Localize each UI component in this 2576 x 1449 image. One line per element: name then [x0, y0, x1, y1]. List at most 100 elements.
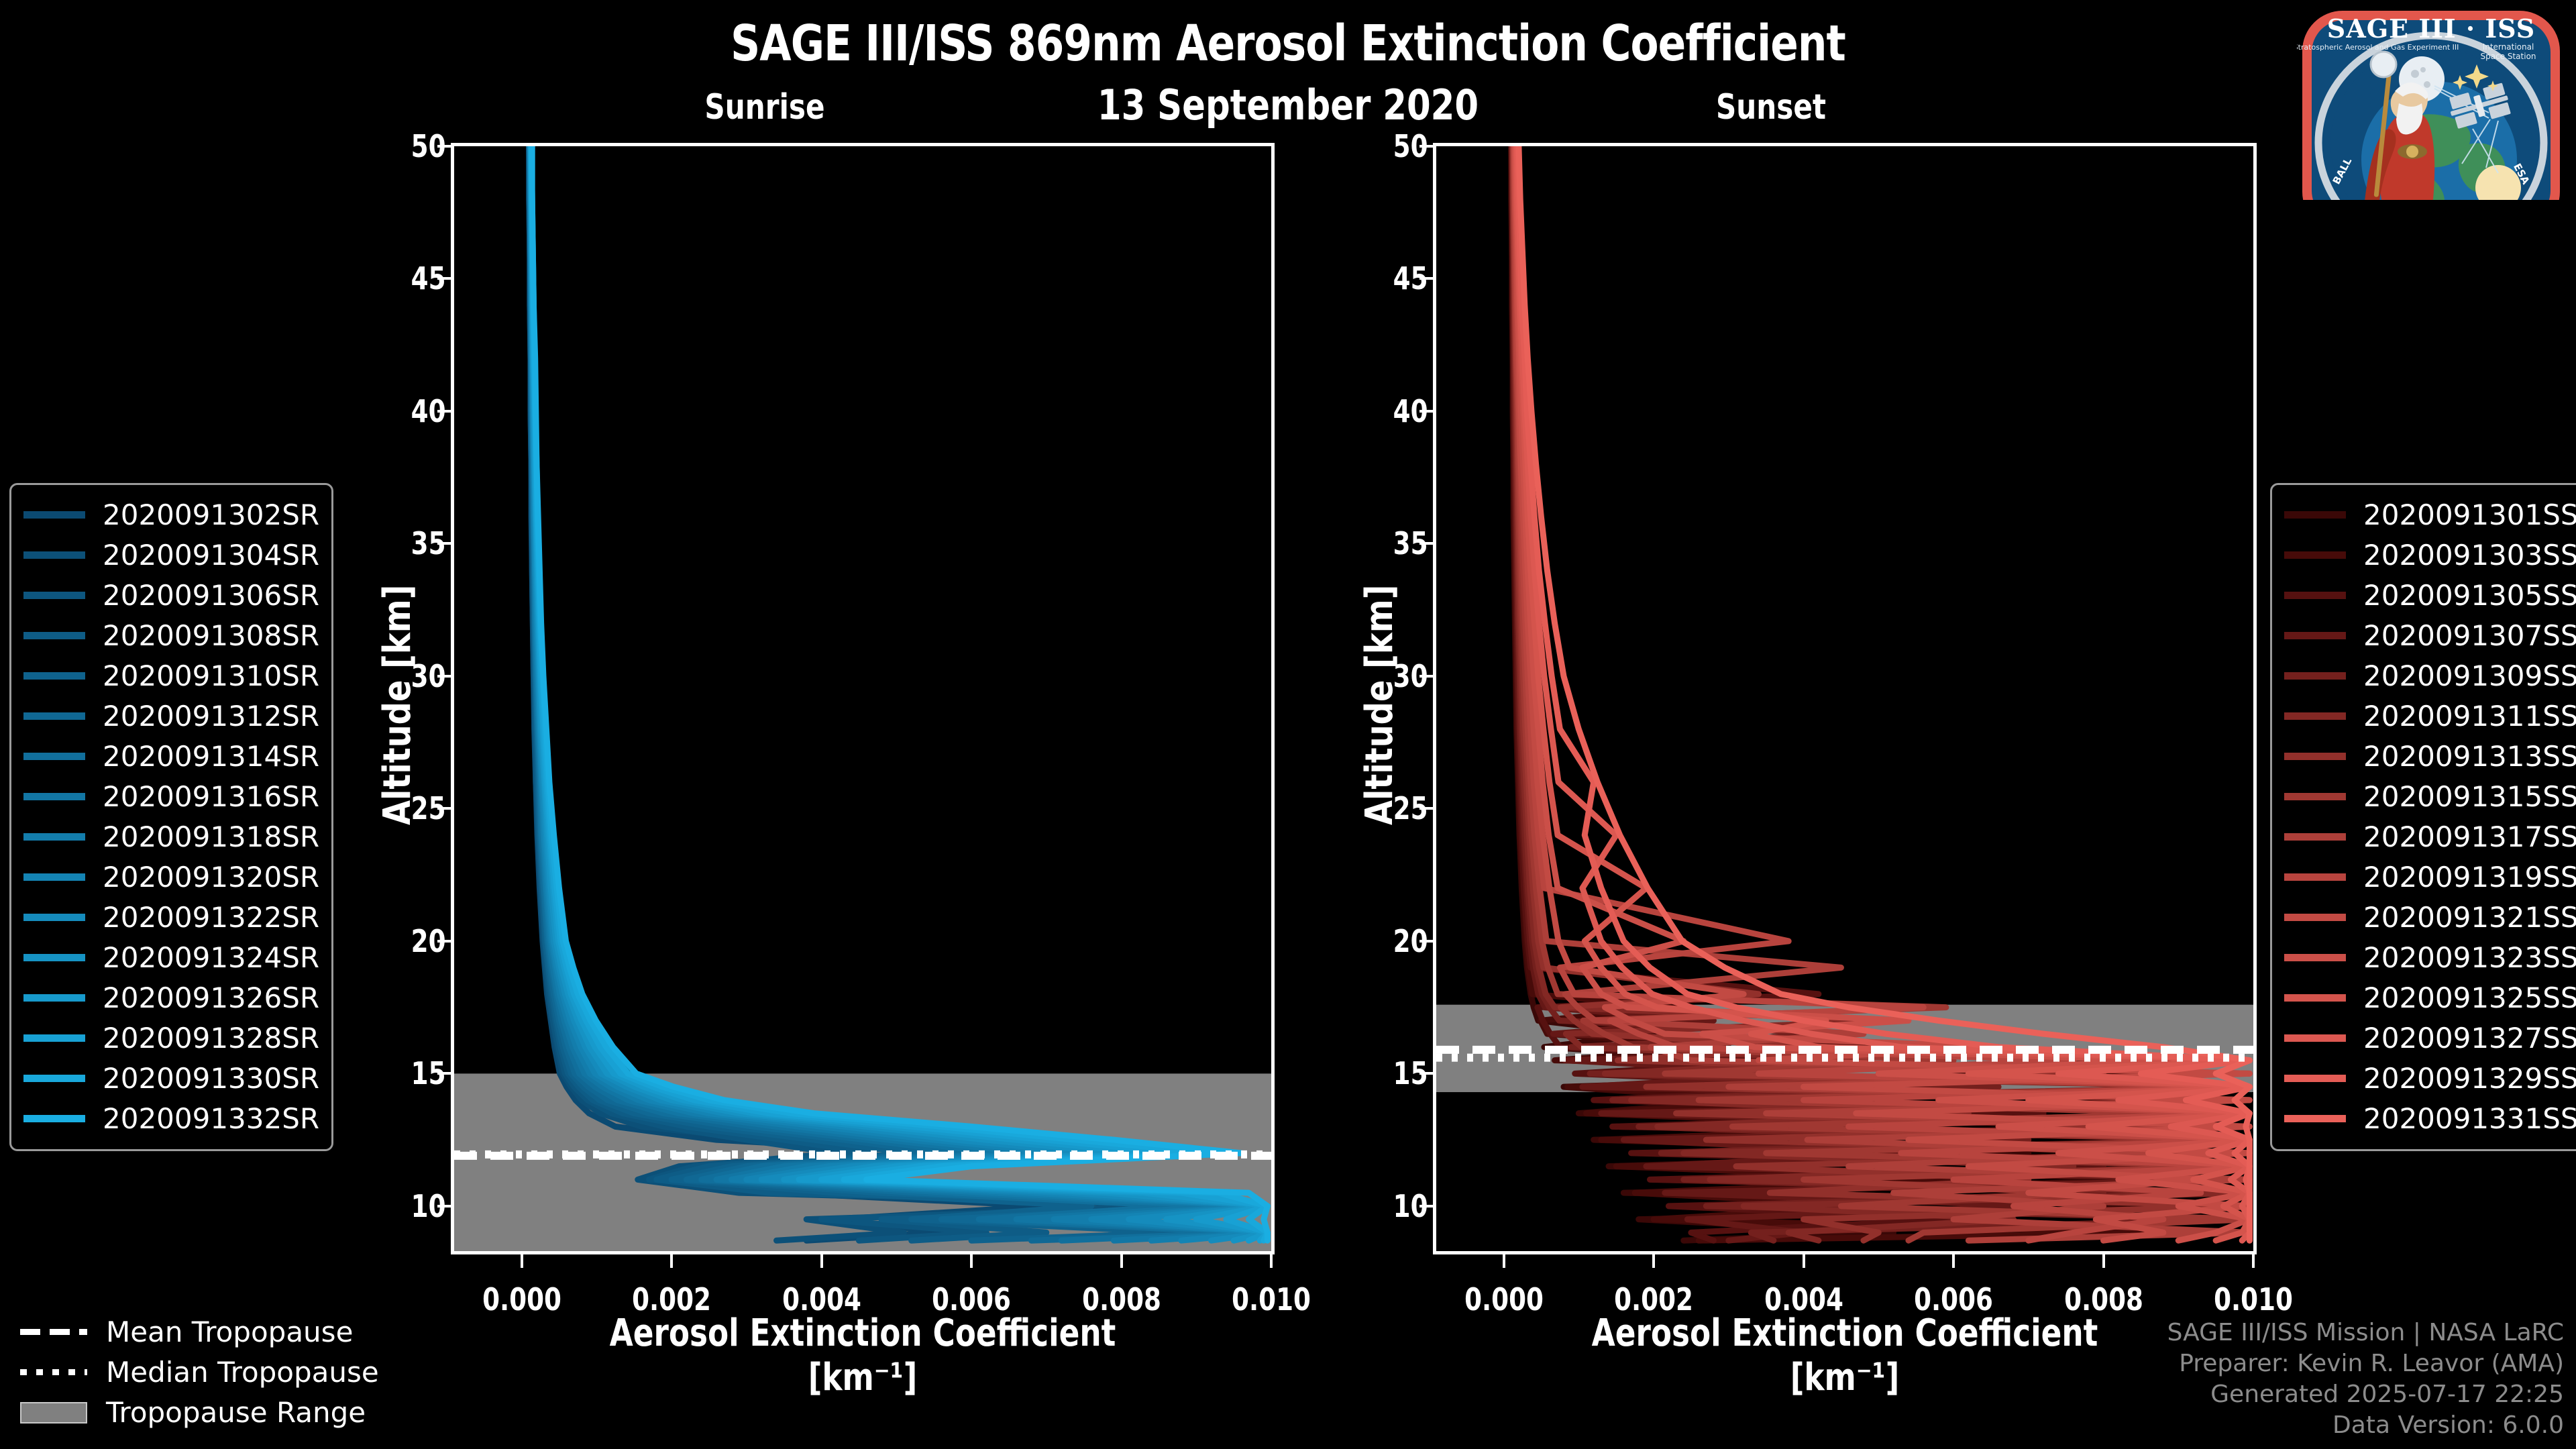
sunset-plot-area: [1433, 143, 2257, 1254]
y-axis-tick-mark: [1419, 1204, 1433, 1208]
legend-item[interactable]: 2020091302SR: [23, 494, 319, 535]
legend-color-swatch: [2284, 672, 2346, 680]
legend-item-label: 2020091321SS: [2363, 900, 2576, 934]
legend-item-label: 2020091312SR: [103, 699, 320, 733]
legend-item-tropopause-range: Tropopause Range: [20, 1392, 379, 1432]
legend-item-label: 2020091329SS: [2363, 1061, 2576, 1095]
legend-item[interactable]: 2020091309SS: [2284, 655, 2576, 696]
legend-item[interactable]: 2020091311SS: [2284, 696, 2576, 736]
legend-color-swatch: [23, 591, 85, 599]
legend-color-swatch: [2284, 551, 2346, 559]
legend-item[interactable]: 2020091306SR: [23, 575, 319, 615]
legend-color-swatch: [23, 752, 85, 760]
y-axis-tick-label: 10: [1393, 1187, 1428, 1224]
legend-color-swatch: [2284, 752, 2346, 760]
logo-subtitle-right-line2: Space Station: [2480, 52, 2536, 61]
legend-item-label: 2020091319SS: [2363, 860, 2576, 894]
legend-color-swatch: [2284, 1074, 2346, 1082]
sunrise-profile-lines: [454, 146, 1271, 1251]
legend-item[interactable]: 2020091329SS: [2284, 1058, 2576, 1098]
legend-item[interactable]: 2020091327SS: [2284, 1018, 2576, 1058]
legend-item[interactable]: 2020091328SR: [23, 1018, 319, 1058]
legend-item[interactable]: 2020091307SS: [2284, 615, 2576, 655]
legend-item-label: 2020091330SR: [103, 1061, 320, 1095]
legend-item[interactable]: 2020091305SS: [2284, 575, 2576, 615]
sunrise-x-axis-label: Aerosol Extinction Coefficient [km⁻¹]: [492, 1311, 1233, 1400]
legend-item-label: 2020091314SR: [103, 739, 320, 773]
legend-item-label: 2020091304SR: [103, 538, 320, 572]
legend-item-label: 2020091320SR: [103, 860, 320, 894]
legend-item[interactable]: 2020091320SR: [23, 857, 319, 897]
legend-item[interactable]: 2020091313SS: [2284, 736, 2576, 776]
y-axis-tick-mark: [437, 145, 451, 148]
legend-item-label: 2020091322SR: [103, 900, 320, 934]
legend-item-label: 2020091332SR: [103, 1102, 320, 1135]
y-axis-tick-mark: [437, 674, 451, 678]
legend-color-swatch: [23, 1074, 85, 1082]
legend-color-swatch: [23, 712, 85, 720]
legend-item-label: 2020091306SR: [103, 578, 320, 612]
x-axis-tick-label: 0.002: [632, 1281, 711, 1318]
legend-item[interactable]: 2020091303SS: [2284, 535, 2576, 575]
legend-item[interactable]: 2020091331SS: [2284, 1098, 2576, 1138]
legend-color-swatch: [2284, 712, 2346, 720]
legend-color-swatch: [23, 672, 85, 680]
legend-item[interactable]: 2020091318SR: [23, 816, 319, 857]
legend-item[interactable]: 2020091310SR: [23, 655, 319, 696]
sunset-x-axis-label: Aerosol Extinction Coefficient [km⁻¹]: [1474, 1311, 2215, 1400]
legend-item[interactable]: 2020091315SS: [2284, 776, 2576, 816]
legend-item-label: 2020091331SS: [2363, 1102, 2576, 1135]
y-axis-tick-label: 45: [1393, 260, 1428, 297]
x-axis-tick-mark: [1270, 1254, 1273, 1268]
y-axis-tick-label: 15: [1393, 1055, 1428, 1092]
legend-item[interactable]: 2020091314SR: [23, 736, 319, 776]
legend-item[interactable]: 2020091324SR: [23, 937, 319, 977]
mean-tropopause-label: Mean Tropopause: [106, 1315, 354, 1348]
sunrise-series-legend[interactable]: 2020091302SR 2020091304SR 2020091306SR 2020…: [9, 483, 334, 1151]
legend-item-label: 2020091317SS: [2363, 820, 2576, 853]
y-axis-tick-mark: [1419, 145, 1433, 148]
legend-color-swatch: [2284, 511, 2346, 519]
y-axis-tick-label: 45: [411, 260, 446, 297]
legend-item[interactable]: 2020091316SR: [23, 776, 319, 816]
legend-item[interactable]: 2020091322SR: [23, 897, 319, 937]
sunset-series-legend[interactable]: 2020091301SS 2020091303SS 2020091305SS 2020…: [2270, 483, 2576, 1151]
x-axis-tick-label: 0.002: [1614, 1281, 1693, 1318]
x-axis-tick-label: 0.004: [1764, 1281, 1843, 1318]
legend-item-label: 2020091323SS: [2363, 941, 2576, 974]
x-axis-tick-label: 0.004: [782, 1281, 861, 1318]
x-axis-tick-label: 0.008: [1081, 1281, 1161, 1318]
legend-item[interactable]: 2020091321SS: [2284, 897, 2576, 937]
sunrise-y-axis-label: Altitude [km]: [376, 584, 419, 825]
legend-item-median-tropopause: Median Tropopause: [20, 1352, 379, 1392]
x-axis-tick-mark: [970, 1254, 973, 1268]
legend-item-label: 2020091316SR: [103, 780, 320, 813]
legend-item[interactable]: 2020091323SS: [2284, 937, 2576, 977]
legend-item[interactable]: 2020091332SR: [23, 1098, 319, 1138]
sunset-y-axis-ticks: 10 15 20 25 30 35 40 45 50: [1326, 0, 1433, 1449]
legend-item-label: 2020091301SS: [2363, 498, 2576, 531]
legend-color-swatch: [23, 1034, 85, 1042]
legend-item-mean-tropopause: Mean Tropopause: [20, 1311, 379, 1352]
legend-item[interactable]: 2020091330SR: [23, 1058, 319, 1098]
legend-item-label: 2020091307SS: [2363, 619, 2576, 652]
sunset-x-axis-ticks: 0.000 0.002 0.004 0.006 0.008 0.010: [1433, 1254, 2293, 1335]
legend-item[interactable]: 2020091325SS: [2284, 977, 2576, 1018]
y-axis-tick-label: 35: [411, 525, 446, 562]
legend-item[interactable]: 2020091326SR: [23, 977, 319, 1018]
legend-item-label: 2020091310SR: [103, 659, 320, 692]
legend-item[interactable]: 2020091312SR: [23, 696, 319, 736]
x-axis-tick-label: 0.006: [932, 1281, 1011, 1318]
credits-block: SAGE III/ISS Mission | NASA LaRC Prepare…: [2167, 1318, 2564, 1441]
y-axis-tick-mark: [437, 807, 451, 810]
legend-item[interactable]: 2020091304SR: [23, 535, 319, 575]
legend-color-swatch: [2284, 833, 2346, 841]
legend-item[interactable]: 2020091317SS: [2284, 816, 2576, 857]
legend-item[interactable]: 2020091319SS: [2284, 857, 2576, 897]
date-subtitle: 13 September 2020: [1097, 80, 1479, 129]
x-axis-tick-mark: [670, 1254, 674, 1268]
credit-line-version: Data Version: 6.0.0: [2332, 1411, 2564, 1439]
gray-swatch-icon: [20, 1401, 87, 1424]
legend-item[interactable]: 2020091308SR: [23, 615, 319, 655]
legend-item[interactable]: 2020091301SS: [2284, 494, 2576, 535]
